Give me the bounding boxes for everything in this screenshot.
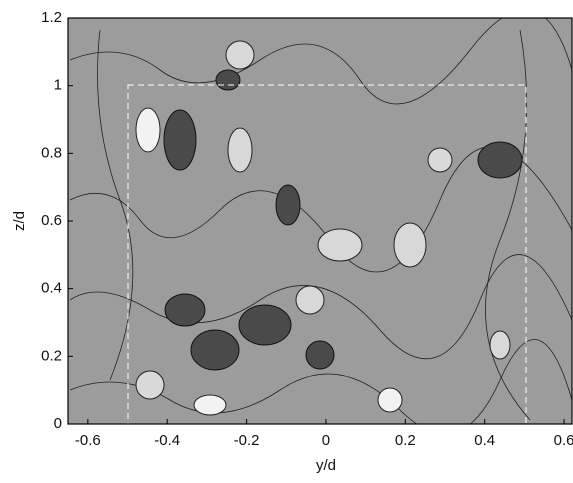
- contour-blob: [477, 141, 523, 179]
- y-axis-label: z/d: [11, 211, 28, 231]
- contour-blob: [135, 370, 165, 400]
- contour-blob: [275, 184, 301, 226]
- y-tick-label: 0.2: [41, 347, 62, 364]
- x-tick-label: 0.4: [474, 432, 495, 449]
- contour-line: [485, 29, 531, 421]
- contour-blob: [193, 394, 227, 416]
- contour-blob: [377, 387, 403, 413]
- x-tick-label: -0.2: [234, 432, 260, 449]
- y-tick-label: 0.6: [41, 212, 62, 229]
- y-tick-label: 0.8: [41, 144, 62, 161]
- x-tick-label: 0: [322, 432, 330, 449]
- y-tick-label: 1.2: [41, 9, 62, 26]
- contour-blob: [305, 340, 335, 370]
- y-tick-label: 0.4: [41, 280, 62, 297]
- dashed-frame: [127, 84, 527, 424]
- x-axis-label: y/d: [316, 457, 336, 474]
- x-tick-label: -0.6: [75, 432, 101, 449]
- contour-line: [69, 339, 572, 424]
- contour-blob: [295, 285, 325, 315]
- contour-line: [69, 254, 572, 360]
- contour-blob: [190, 329, 240, 371]
- x-tick-label: 0.2: [395, 432, 416, 449]
- contour-field: [69, 18, 572, 424]
- contour-blob: [135, 107, 161, 153]
- contour-blob: [317, 228, 363, 262]
- contour-line: [97, 29, 134, 381]
- contour-blob: [427, 147, 453, 173]
- contour-blob: [489, 330, 511, 360]
- contour-blob: [225, 40, 255, 70]
- contour-blob: [393, 222, 427, 268]
- contour-blob: [227, 127, 253, 173]
- contour-line: [69, 146, 572, 273]
- contour-blob: [215, 69, 241, 91]
- contour-blob: [163, 109, 197, 171]
- y-tick-label: 0: [54, 415, 62, 432]
- contour-blob: [164, 293, 206, 327]
- x-tick-label: -0.4: [154, 432, 180, 449]
- contour-line: [69, 18, 572, 105]
- contour-blob: [238, 304, 292, 346]
- y-tick-label: 1: [54, 77, 62, 94]
- x-tick-label: 0.6: [554, 432, 573, 449]
